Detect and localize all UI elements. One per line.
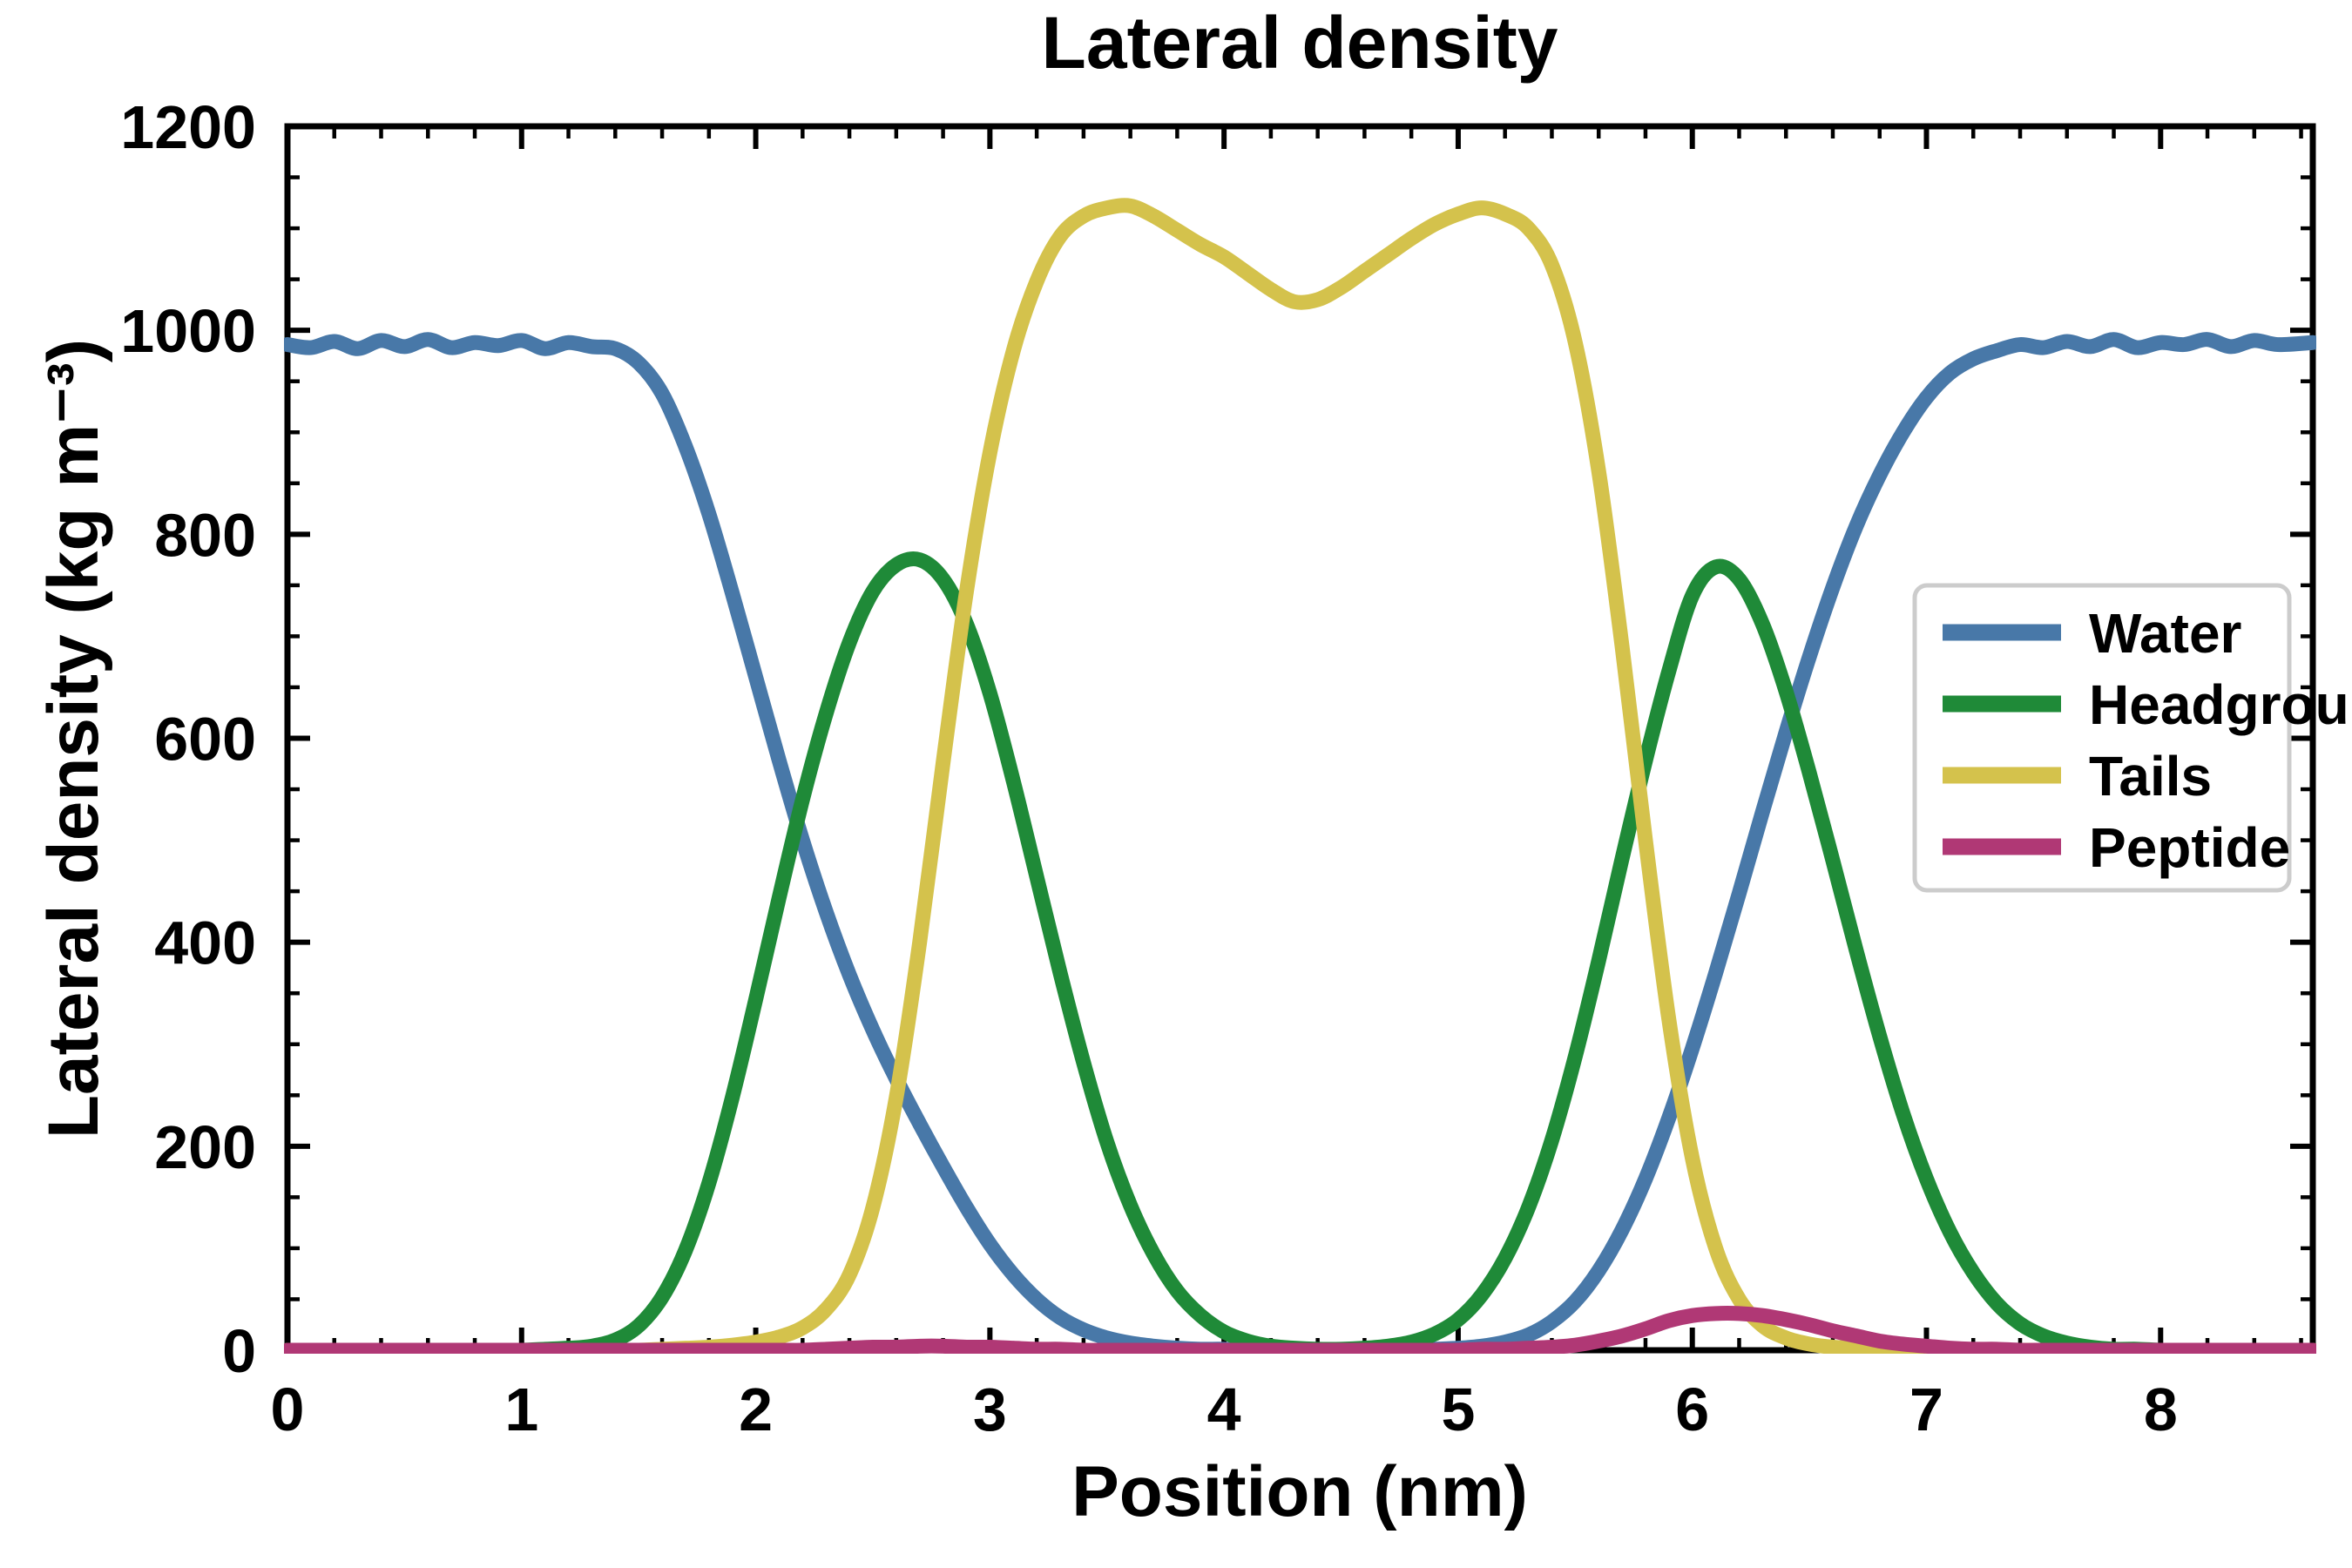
y-axis-title: Lateral density (kg m⁻³) bbox=[34, 339, 113, 1139]
y-tick-label: 400 bbox=[154, 909, 256, 977]
x-tick-label: 2 bbox=[739, 1375, 773, 1443]
data-series bbox=[284, 198, 2316, 1354]
legend-label-water: Water bbox=[2089, 602, 2241, 665]
y-tick-label: 600 bbox=[154, 706, 256, 774]
x-tick-label: 8 bbox=[2144, 1375, 2178, 1443]
x-axis-title: Position (nm) bbox=[1071, 1452, 1528, 1531]
legend-box bbox=[1912, 583, 2292, 893]
y-tick-label: 800 bbox=[154, 501, 256, 569]
x-tick-label: 0 bbox=[271, 1375, 305, 1443]
x-tick-label: 3 bbox=[973, 1375, 1007, 1443]
series-line-peptide bbox=[284, 1306, 2316, 1354]
x-tick-label: 7 bbox=[1909, 1375, 1943, 1443]
legend: Water Headgroups Tails Peptide bbox=[1912, 583, 2352, 893]
axis-tick-labels: 0 1 2 3 4 5 6 7 8 0 200 400 600 800 1000 1200 bbox=[120, 93, 2177, 1443]
x-tick-label: 1 bbox=[504, 1375, 538, 1443]
y-tick-label: 1200 bbox=[120, 93, 256, 161]
y-tick-label: 0 bbox=[222, 1317, 256, 1385]
y-tick-label: 200 bbox=[154, 1113, 256, 1181]
legend-label-tails: Tails bbox=[2089, 745, 2212, 808]
chart-title: Lateral density bbox=[1042, 2, 1558, 84]
legend-label-peptide: Peptide bbox=[2089, 816, 2290, 879]
x-tick-label: 6 bbox=[1675, 1375, 1709, 1443]
x-tick-label: 4 bbox=[1207, 1375, 1241, 1443]
y-tick-label: 1000 bbox=[120, 297, 256, 365]
x-tick-label: 5 bbox=[1441, 1375, 1475, 1443]
legend-label-headgroups: Headgroups bbox=[2089, 673, 2352, 736]
